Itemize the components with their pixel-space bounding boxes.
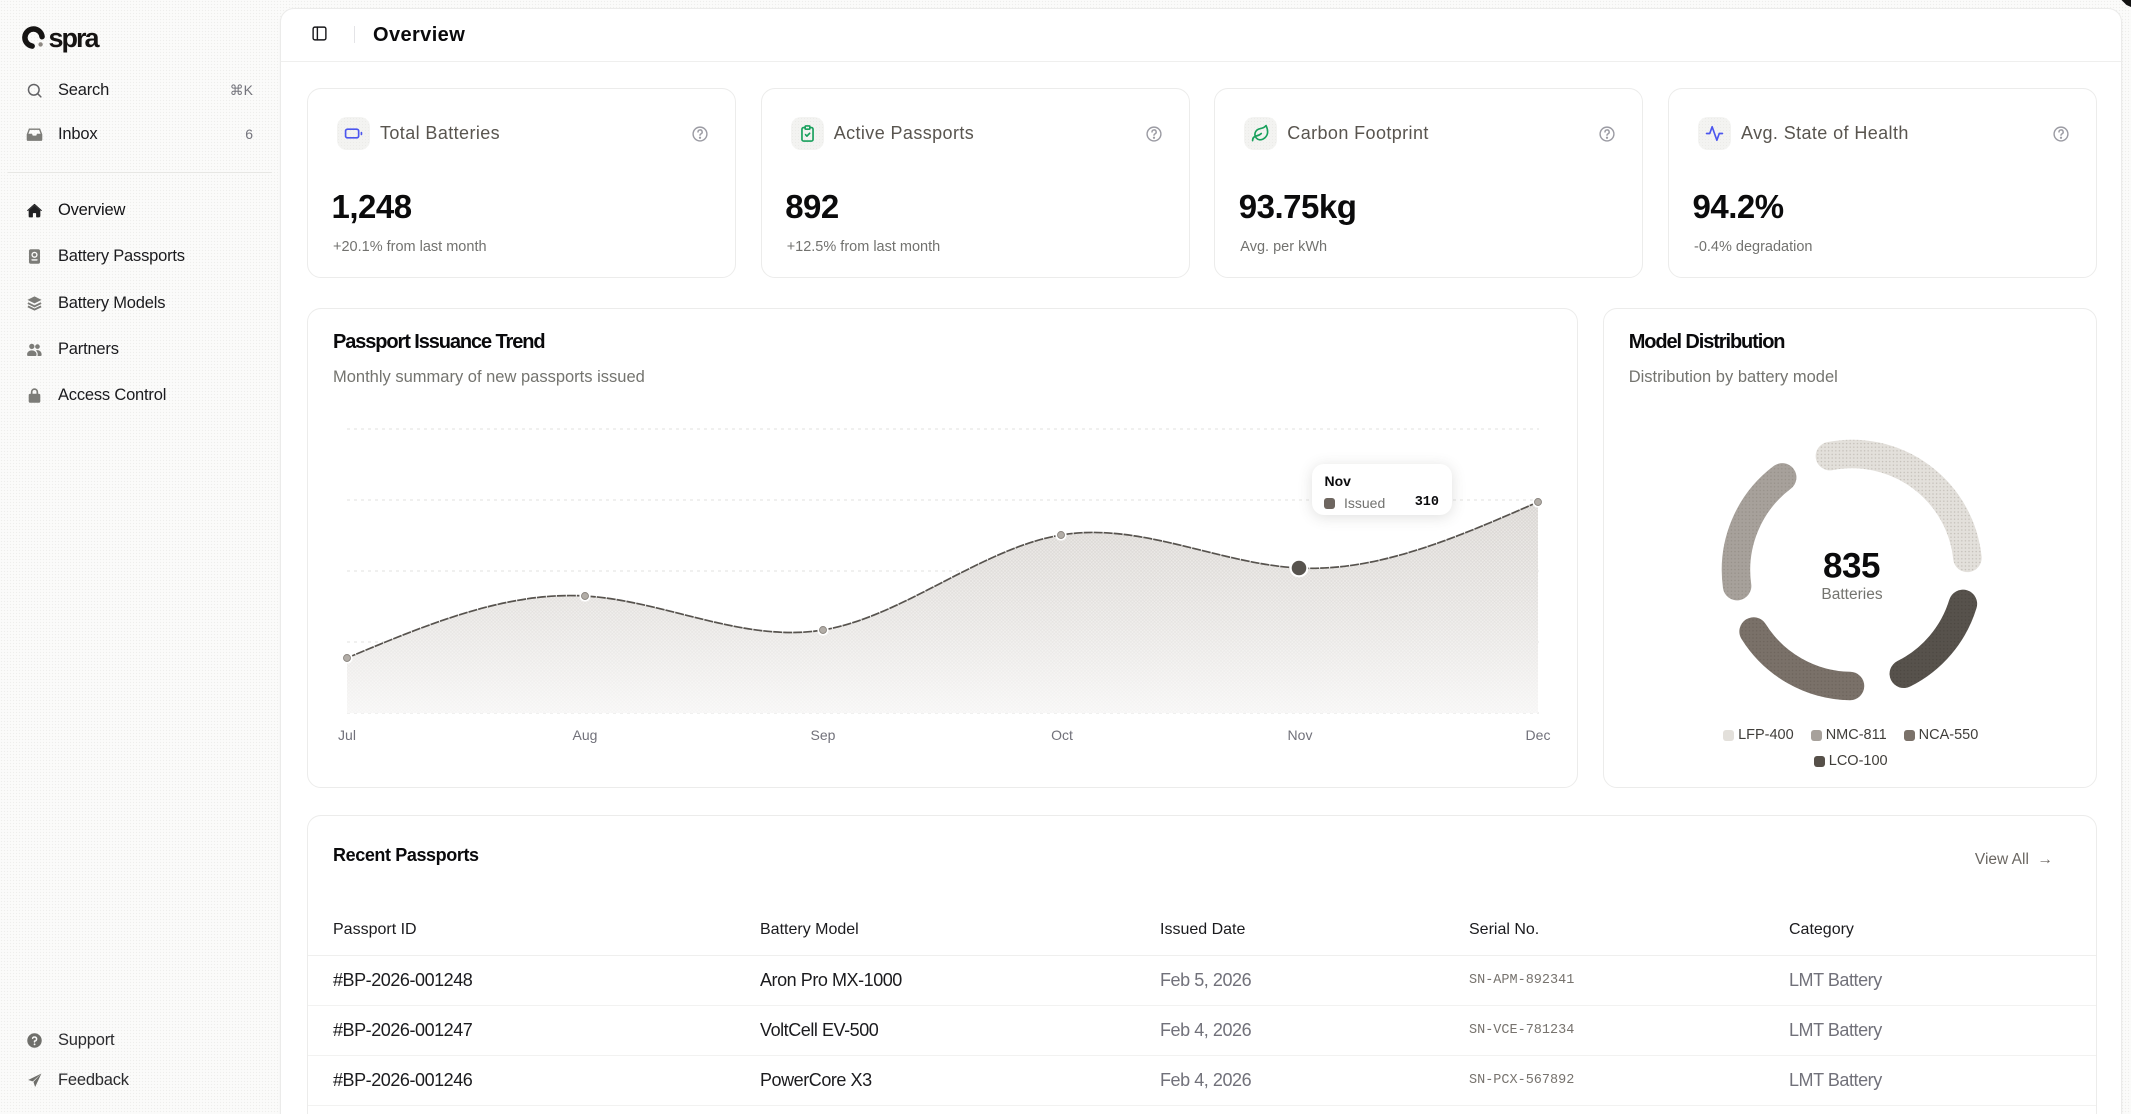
svg-text:Nov: Nov xyxy=(1288,727,1313,743)
svg-text:Batteries: Batteries xyxy=(1821,586,1882,603)
svg-text:Jul: Jul xyxy=(338,727,356,743)
svg-text:Sep: Sep xyxy=(811,727,836,743)
svg-text:Dec: Dec xyxy=(1526,727,1551,743)
svg-text:Aug: Aug xyxy=(573,727,598,743)
svg-text:835: 835 xyxy=(1823,547,1880,586)
svg-text:Oct: Oct xyxy=(1051,727,1073,743)
